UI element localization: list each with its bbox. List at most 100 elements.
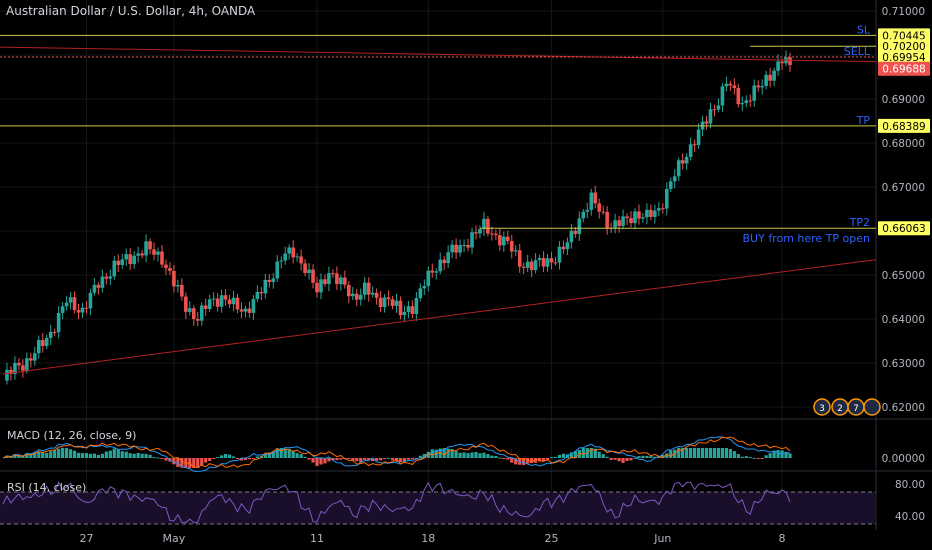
- candle-body: [172, 270, 176, 287]
- candle-body: [36, 339, 41, 354]
- macd-histogram-bar: [33, 452, 37, 458]
- candle-body: [418, 288, 423, 299]
- macd-histogram-bar: [760, 458, 764, 459]
- candle-body: [557, 246, 562, 263]
- macd-histogram-bar: [339, 458, 343, 460]
- candle: [589, 188, 594, 216]
- candle-body: [529, 261, 534, 271]
- price-tick-label: 0.65000: [882, 270, 925, 282]
- candle-body: [223, 295, 228, 300]
- candle-body: [498, 235, 502, 246]
- macd-histogram-bar: [752, 457, 756, 459]
- candle-body: [267, 279, 272, 283]
- candle-body: [104, 276, 109, 279]
- candle: [291, 240, 295, 264]
- candle-body: [438, 259, 443, 272]
- macd-histogram-bar: [454, 451, 458, 458]
- candle: [350, 287, 355, 301]
- candle-body: [704, 121, 709, 124]
- macd-histogram-bar: [49, 451, 53, 458]
- candle: [549, 251, 554, 270]
- level-label-tp: TP: [856, 114, 871, 127]
- macd-histogram-bar: [490, 455, 494, 458]
- macd-histogram-bar: [116, 449, 120, 458]
- current-price-label: 0.69688: [882, 64, 925, 76]
- macd-label[interactable]: MACD (12, 26, close, 9): [7, 429, 137, 442]
- macd-histogram-bar: [303, 456, 307, 458]
- candle-body: [732, 85, 737, 88]
- macd-histogram-bar: [152, 457, 156, 459]
- level-label-sl: SL: [857, 23, 871, 36]
- resistance-line: [0, 46, 877, 63]
- candle-body: [617, 220, 621, 226]
- macd-histogram-bar: [382, 458, 387, 459]
- candle: [283, 246, 288, 265]
- candle: [343, 270, 347, 289]
- macd-histogram-bar: [231, 456, 236, 458]
- candle-body: [474, 232, 478, 234]
- rsi-label[interactable]: RSI (14, close): [7, 481, 87, 494]
- candle-body: [688, 144, 693, 157]
- candle-body: [207, 299, 212, 309]
- candle-body: [414, 298, 419, 314]
- candle-body: [696, 129, 701, 145]
- candle: [64, 296, 69, 311]
- macd-histogram-bar: [72, 450, 77, 458]
- candle-body: [331, 273, 335, 275]
- candle-body: [517, 250, 522, 267]
- candle-body: [486, 218, 490, 234]
- candle: [347, 281, 351, 304]
- candle: [48, 324, 53, 346]
- macd-histogram-bar: [645, 455, 649, 458]
- macd-histogram-bar: [13, 454, 17, 458]
- candle: [366, 277, 371, 302]
- macd-histogram-bar: [518, 458, 522, 465]
- candle: [335, 266, 339, 290]
- macd-histogram-bar: [251, 458, 256, 459]
- candle: [521, 262, 526, 274]
- candle: [458, 239, 462, 257]
- candle-body: [354, 293, 359, 300]
- candle-body: [235, 297, 240, 310]
- macd-histogram-bar: [696, 448, 701, 458]
- candle: [756, 80, 761, 92]
- macd-histogram-bar: [136, 452, 140, 458]
- candle-body: [52, 331, 57, 333]
- candle: [386, 290, 391, 306]
- candle: [21, 359, 25, 378]
- macd-histogram-bar: [359, 458, 363, 463]
- macd-histogram-bar: [681, 448, 685, 458]
- candle-body: [227, 299, 232, 305]
- candle: [704, 116, 709, 130]
- macd-histogram-bar: [29, 453, 33, 458]
- candle: [613, 213, 617, 234]
- price-badge: [878, 118, 930, 133]
- candle: [430, 263, 435, 278]
- macd-histogram-bar: [287, 448, 291, 458]
- candle: [768, 67, 772, 88]
- macd-histogram-bar: [263, 454, 267, 458]
- candle: [482, 211, 486, 236]
- candle-body: [48, 331, 53, 339]
- candle-body: [136, 253, 140, 256]
- candle-body: [72, 297, 77, 311]
- candle-body: [347, 284, 351, 297]
- candle: [645, 203, 649, 225]
- candle: [466, 238, 470, 252]
- macd-histogram-bar: [291, 450, 295, 458]
- candle: [112, 256, 117, 281]
- candle: [728, 80, 733, 91]
- candle-body: [776, 61, 780, 71]
- price-tick-label: 0.64000: [882, 314, 925, 326]
- macd-histogram-bar: [128, 453, 132, 458]
- macd-histogram-bar: [88, 453, 93, 458]
- candle: [203, 298, 208, 316]
- candle: [104, 273, 109, 285]
- macd-histogram-bar: [689, 448, 693, 458]
- macd-histogram-bar: [728, 448, 732, 458]
- macd-histogram-bar: [450, 449, 454, 458]
- candle-body: [478, 229, 482, 234]
- macd-histogram-bar: [96, 454, 100, 458]
- candle-body: [96, 284, 101, 288]
